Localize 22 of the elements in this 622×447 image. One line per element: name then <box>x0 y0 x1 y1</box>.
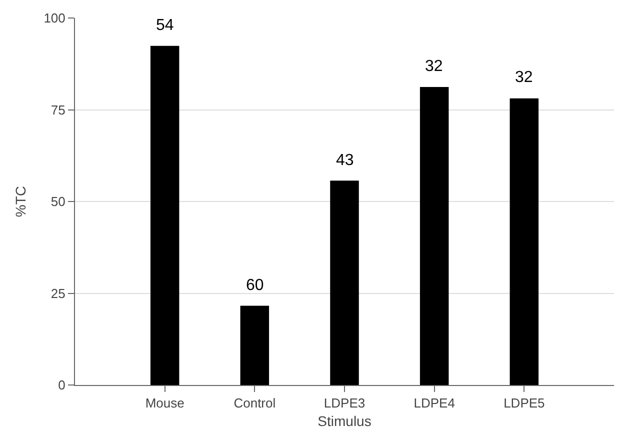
annotation: 32 <box>425 58 443 75</box>
y-tick-label: 25 <box>50 286 66 301</box>
bar <box>240 306 270 385</box>
y-tick-label: 50 <box>50 194 66 210</box>
annotation: 54 <box>156 17 174 34</box>
y-tick-label: 100 <box>44 10 66 26</box>
x-tick-label: LDPE4 <box>414 396 455 411</box>
bar <box>150 46 180 385</box>
y-axis-title: %TC <box>12 186 28 218</box>
y-tick-label: 0 <box>58 378 66 393</box>
y-tick-label: 75 <box>50 102 66 118</box>
bar <box>330 180 359 385</box>
bar <box>420 87 449 385</box>
x-tick-label: Control <box>234 396 276 411</box>
annotation: 60 <box>246 277 264 294</box>
bar <box>510 98 539 385</box>
x-tick-label: LDPE5 <box>504 396 545 411</box>
annotation: 43 <box>336 152 354 169</box>
annotation: 32 <box>515 69 533 86</box>
x-tick-label: LDPE3 <box>324 396 366 411</box>
x-tick-label: Mouse <box>145 396 184 411</box>
x-axis-title: Stimulus <box>318 412 372 429</box>
